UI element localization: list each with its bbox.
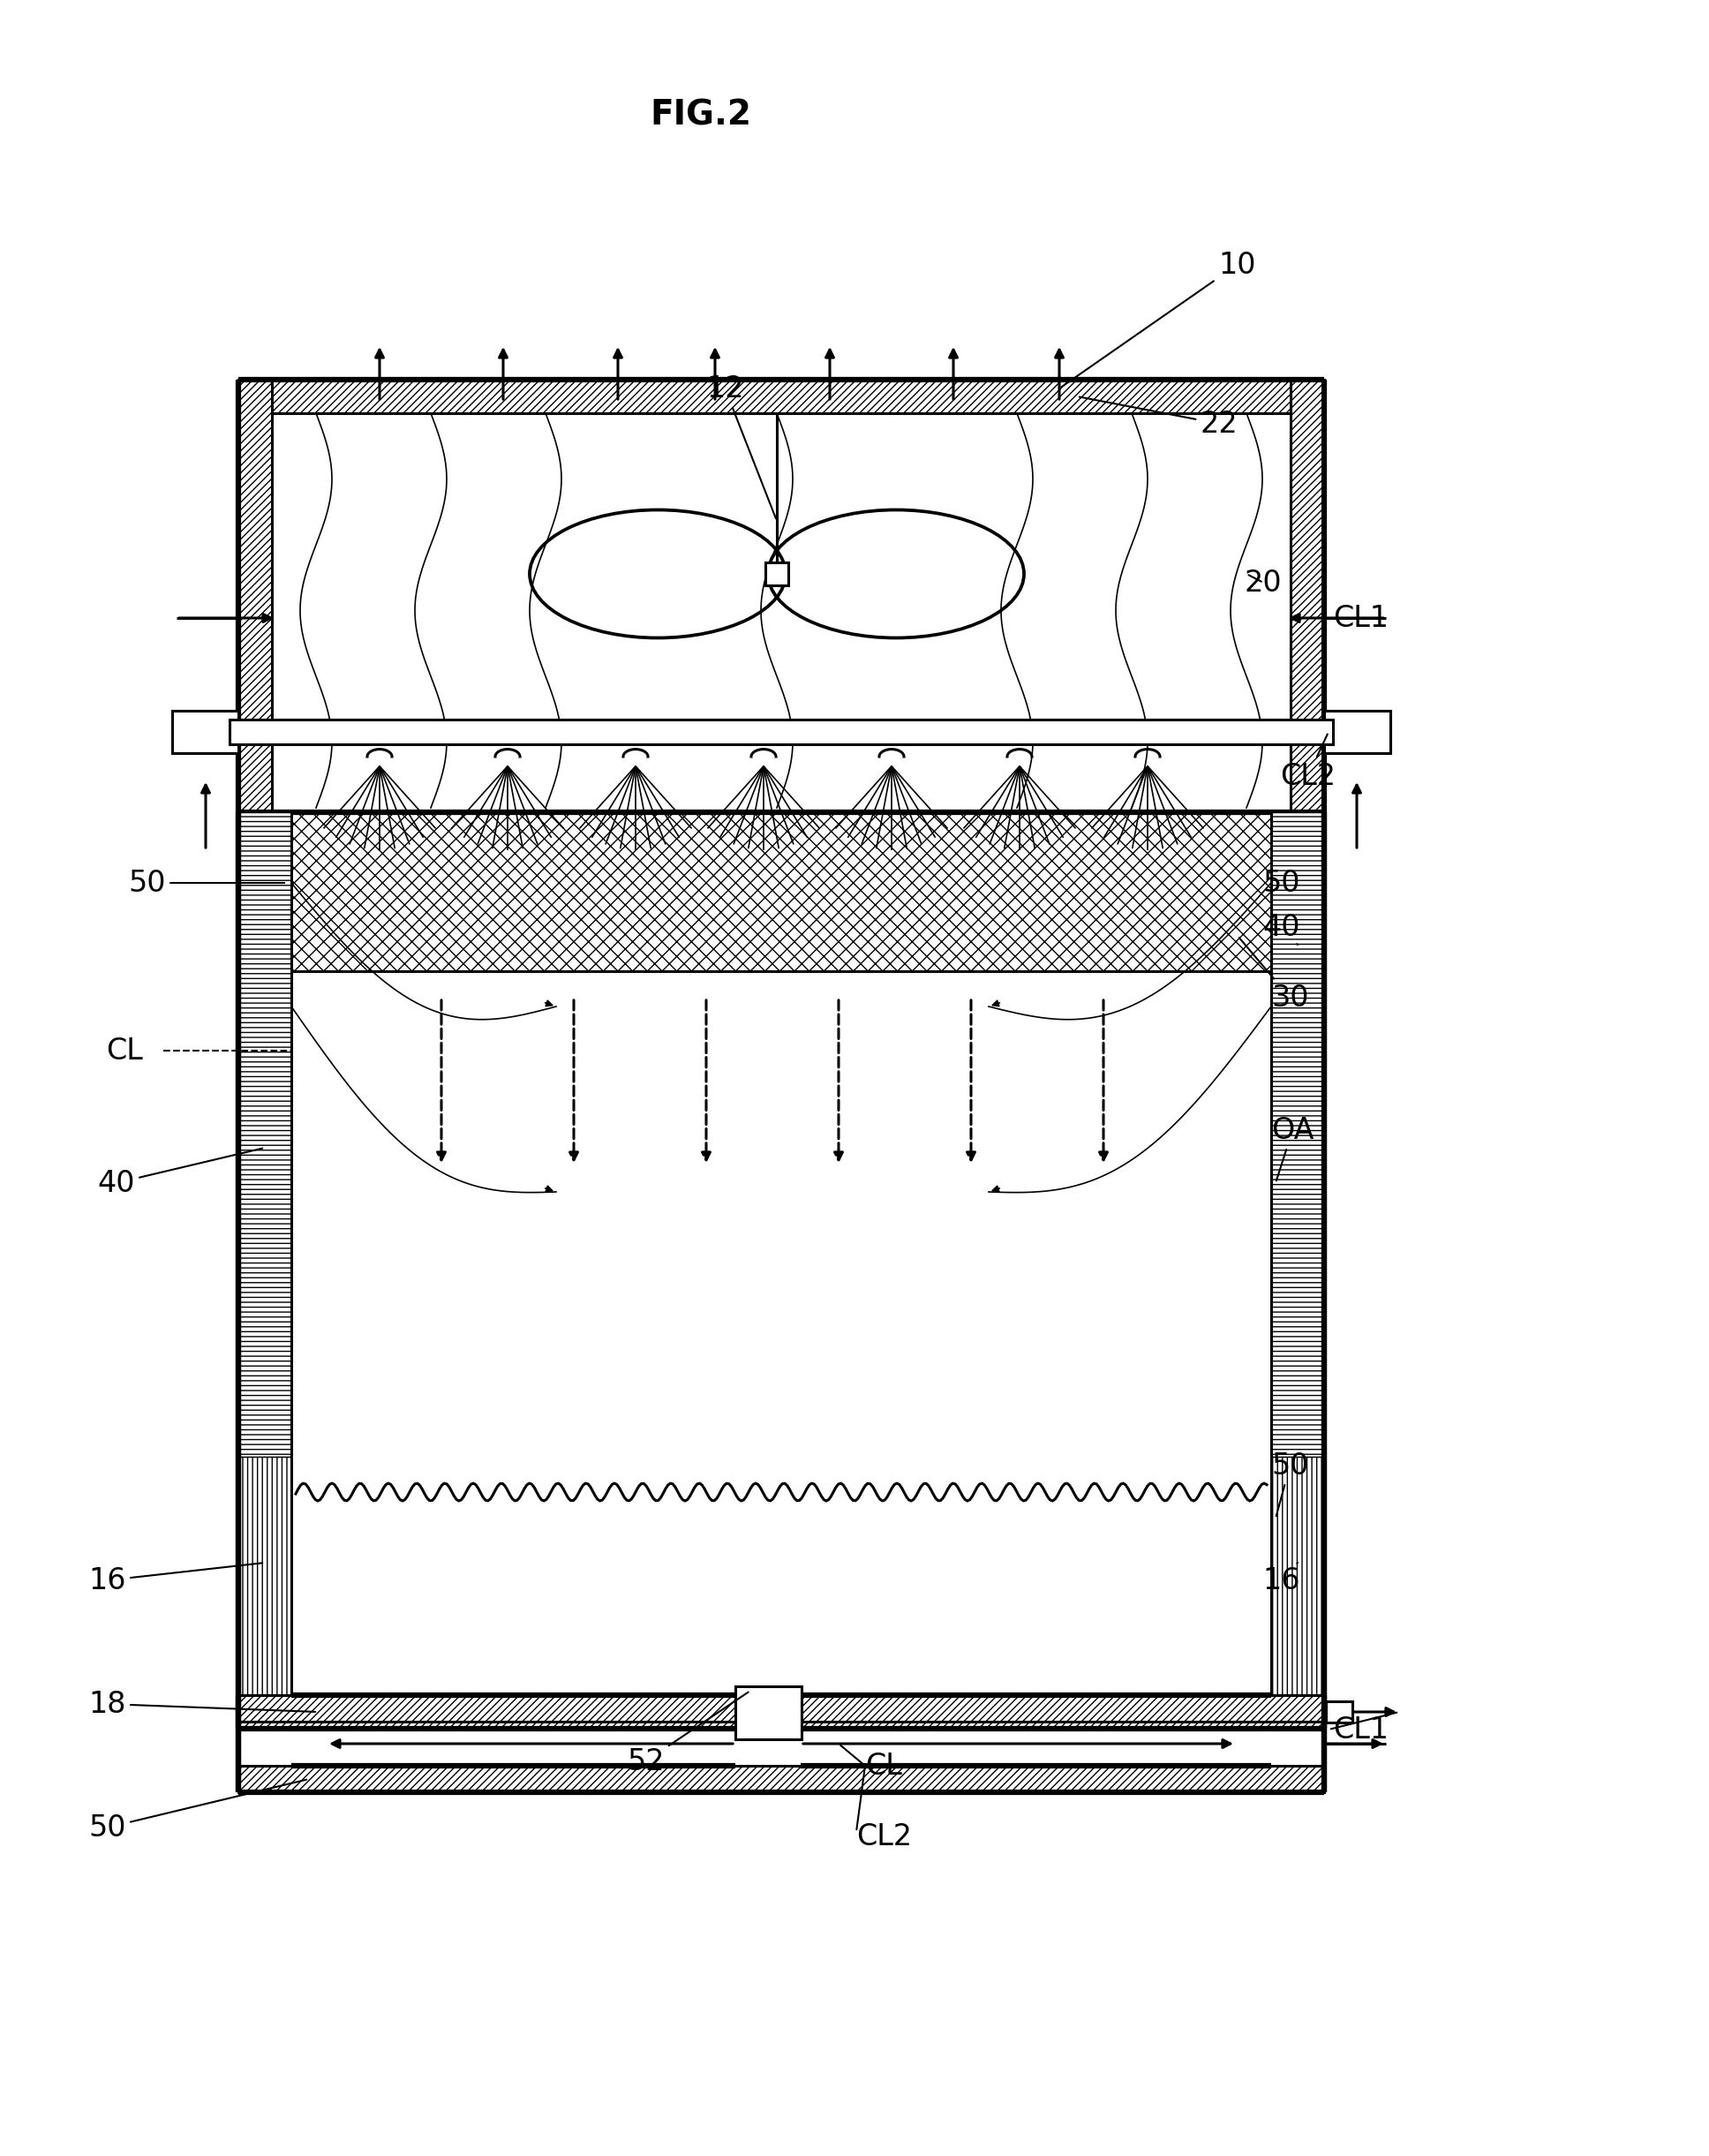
Bar bbox=[766, 563, 788, 584]
Text: CL1: CL1 bbox=[1333, 604, 1388, 632]
Text: CL1: CL1 bbox=[1333, 1714, 1388, 1744]
Text: 50: 50 bbox=[1263, 869, 1301, 897]
Bar bbox=[1271, 1457, 1324, 1729]
Bar bbox=[735, 1686, 802, 1740]
Bar bbox=[1290, 379, 1324, 813]
Text: 16: 16 bbox=[89, 1563, 263, 1595]
Text: CL2: CL2 bbox=[1280, 735, 1336, 791]
Text: 40: 40 bbox=[97, 1149, 263, 1197]
Text: 18: 18 bbox=[89, 1690, 316, 1718]
Bar bbox=[1324, 711, 1391, 752]
Text: 50: 50 bbox=[89, 1779, 306, 1841]
Text: CL: CL bbox=[106, 1037, 144, 1065]
Text: 40: 40 bbox=[1263, 912, 1301, 944]
Text: 22: 22 bbox=[1080, 397, 1239, 438]
Bar bbox=[238, 379, 1324, 414]
Text: 30: 30 bbox=[1239, 938, 1309, 1011]
Bar bbox=[238, 1457, 291, 1729]
Text: 52: 52 bbox=[627, 1692, 749, 1777]
Bar bbox=[238, 813, 291, 1457]
Text: 20: 20 bbox=[1244, 569, 1282, 597]
Bar bbox=[1271, 813, 1324, 1457]
Text: CL2: CL2 bbox=[856, 1822, 913, 1852]
Text: 10: 10 bbox=[1061, 250, 1256, 388]
Bar bbox=[238, 379, 272, 813]
Text: 12: 12 bbox=[706, 373, 776, 520]
Text: OA: OA bbox=[1271, 1115, 1314, 1181]
Bar bbox=[229, 720, 1333, 744]
Text: 16: 16 bbox=[1263, 1563, 1301, 1595]
Bar bbox=[1326, 1701, 1352, 1723]
Text: CL: CL bbox=[865, 1751, 902, 1781]
Text: 50: 50 bbox=[1271, 1451, 1309, 1516]
Bar bbox=[238, 1695, 1324, 1729]
Text: 50: 50 bbox=[128, 869, 284, 897]
Bar bbox=[272, 813, 1290, 970]
Text: FIG.2: FIG.2 bbox=[649, 97, 752, 132]
Bar bbox=[238, 1695, 1324, 1723]
Bar bbox=[173, 711, 238, 752]
Bar bbox=[238, 1766, 1324, 1792]
